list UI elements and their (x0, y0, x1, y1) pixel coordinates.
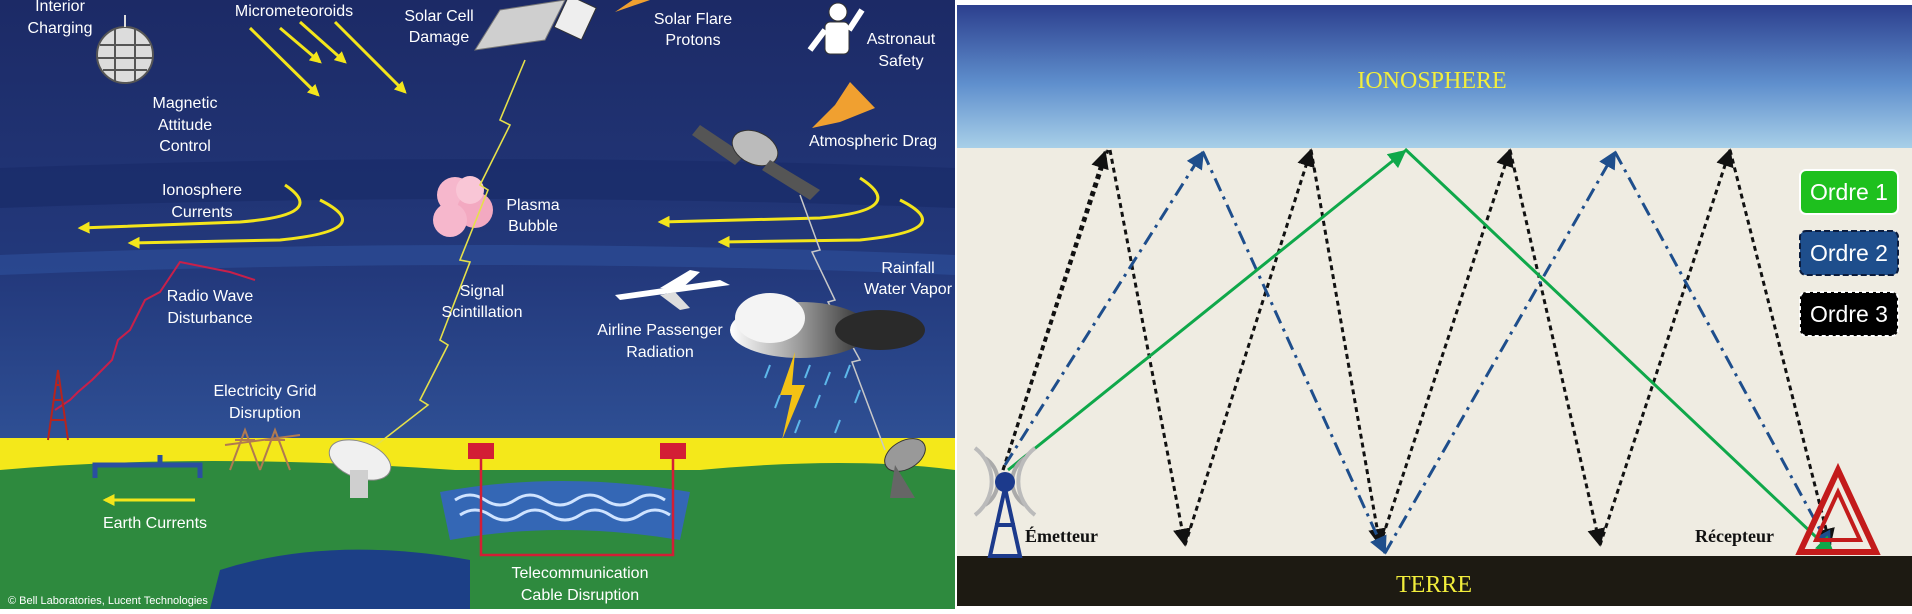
label-rainfall-1: Rainfall (881, 260, 934, 277)
receiver-label: Récepteur (1695, 526, 1774, 546)
order3-rays (1001, 148, 1835, 547)
lower-band (0, 245, 955, 275)
lake (210, 549, 470, 609)
left-labels: Interior Charging Micrometeoroids Solar … (28, 0, 953, 604)
label-radio-wave-1: Radio Wave (167, 288, 254, 305)
label-plasma-bubble-2: Bubble (508, 218, 558, 235)
emitter-label: Émetteur (1025, 525, 1098, 546)
label-grid-2: Disruption (229, 405, 301, 422)
power-grid-icon (224, 427, 301, 471)
label-interior-charging-1: Interior (35, 0, 85, 15)
solar-panel-satellite-icon (474, 0, 597, 51)
ground-label: TERRE (1396, 572, 1472, 598)
legend-item-ordre-1: Ordre 1 (1799, 169, 1899, 215)
credit-text: © Bell Laboratories, Lucent Technologies (8, 595, 208, 607)
ionosphere-layer (957, 5, 1912, 148)
label-magnetic-2: Attitude (158, 117, 212, 134)
label-ionosphere-currents-2: Currents (171, 204, 232, 221)
label-interior-charging-2: Charging (28, 20, 93, 37)
radio-tower-icon (47, 369, 69, 441)
legend-item-ordre-3: Ordre 3 (1799, 291, 1899, 337)
micrometeoroid-arrows (248, 20, 407, 97)
label-micrometeoroids: Micrometeoroids (235, 3, 353, 20)
label-signal-2: Scintillation (442, 304, 523, 321)
space-weather-panel: Interior Charging Micrometeoroids Solar … (0, 0, 955, 609)
label-solar-cell-1: Solar Cell (404, 8, 473, 25)
telecom-cable (468, 443, 686, 557)
solar-flare-arrow (615, 0, 650, 12)
legend-item-ordre-2: Ordre 2 (1799, 230, 1899, 276)
emitter-antenna-icon (973, 446, 1037, 558)
label-astronaut-2: Safety (878, 53, 923, 70)
label-signal-1: Signal (460, 283, 504, 300)
label-solar-flare-2: Protons (665, 32, 720, 49)
signal-scintillation-bolt (369, 59, 526, 451)
propagation-background (957, 148, 1912, 556)
order2-rays (1003, 150, 1832, 555)
legend-label: Ordre 1 (1810, 179, 1888, 205)
order3-first-ray (1001, 150, 1109, 471)
legend-label: Ordre 2 (1810, 240, 1888, 266)
atmospheric-drag-arrow (812, 82, 875, 128)
order1-rays (1007, 147, 1835, 555)
astronaut-icon (807, 2, 865, 55)
legend: Ordre 1 Ordre 2 Ordre 3 (1799, 169, 1899, 337)
label-plasma-bubble-1: Plasma (506, 197, 559, 214)
label-radio-wave-2: Disturbance (167, 310, 252, 327)
satellite-signal-bolt (799, 194, 886, 451)
wave (459, 508, 671, 522)
ionosphere-label: IONOSPHERE (1357, 68, 1506, 94)
radio-wave-path (54, 260, 256, 411)
label-telecom-2: Cable Disruption (521, 587, 639, 604)
wave (454, 493, 666, 507)
label-solar-flare-1: Solar Flare (654, 11, 732, 28)
label-airline-1: Airline Passenger (597, 322, 723, 339)
receiver-warning-icon (1795, 462, 1881, 555)
satellite-sphere-icon (96, 15, 154, 84)
satellite-icon (692, 125, 820, 200)
label-rainfall-2: Water Vapor (864, 281, 953, 298)
sea (440, 481, 690, 540)
label-magnetic-1: Magnetic (153, 95, 218, 112)
label-astronaut-1: Astronaut (867, 31, 936, 48)
legend-label: Ordre 3 (1810, 301, 1888, 327)
label-grid-1: Electricity Grid (213, 383, 316, 400)
storm-cloud-icon (730, 293, 925, 440)
label-earth-currents: Earth Currents (103, 515, 207, 532)
ionosphere-current-arrows (77, 176, 924, 249)
ionosphere-propagation-panel: IONOSPHERE TERRE (957, 0, 1912, 609)
plasma-bubble-icon (433, 176, 493, 237)
label-ionosphere-currents-1: Ionosphere (162, 182, 242, 199)
label-magnetic-3: Control (159, 138, 211, 155)
label-atmospheric-drag: Atmospheric Drag (809, 133, 937, 150)
airplane-icon (615, 270, 730, 310)
ground-layer (957, 556, 1912, 606)
label-telecom-1: Telecommunication (512, 565, 649, 582)
label-airline-2: Radiation (626, 344, 694, 361)
satellite-dish-icon (884, 438, 926, 498)
pipeline-icon (92, 455, 203, 478)
radio-dish-icon (328, 439, 392, 498)
label-solar-cell-2: Damage (409, 29, 470, 46)
